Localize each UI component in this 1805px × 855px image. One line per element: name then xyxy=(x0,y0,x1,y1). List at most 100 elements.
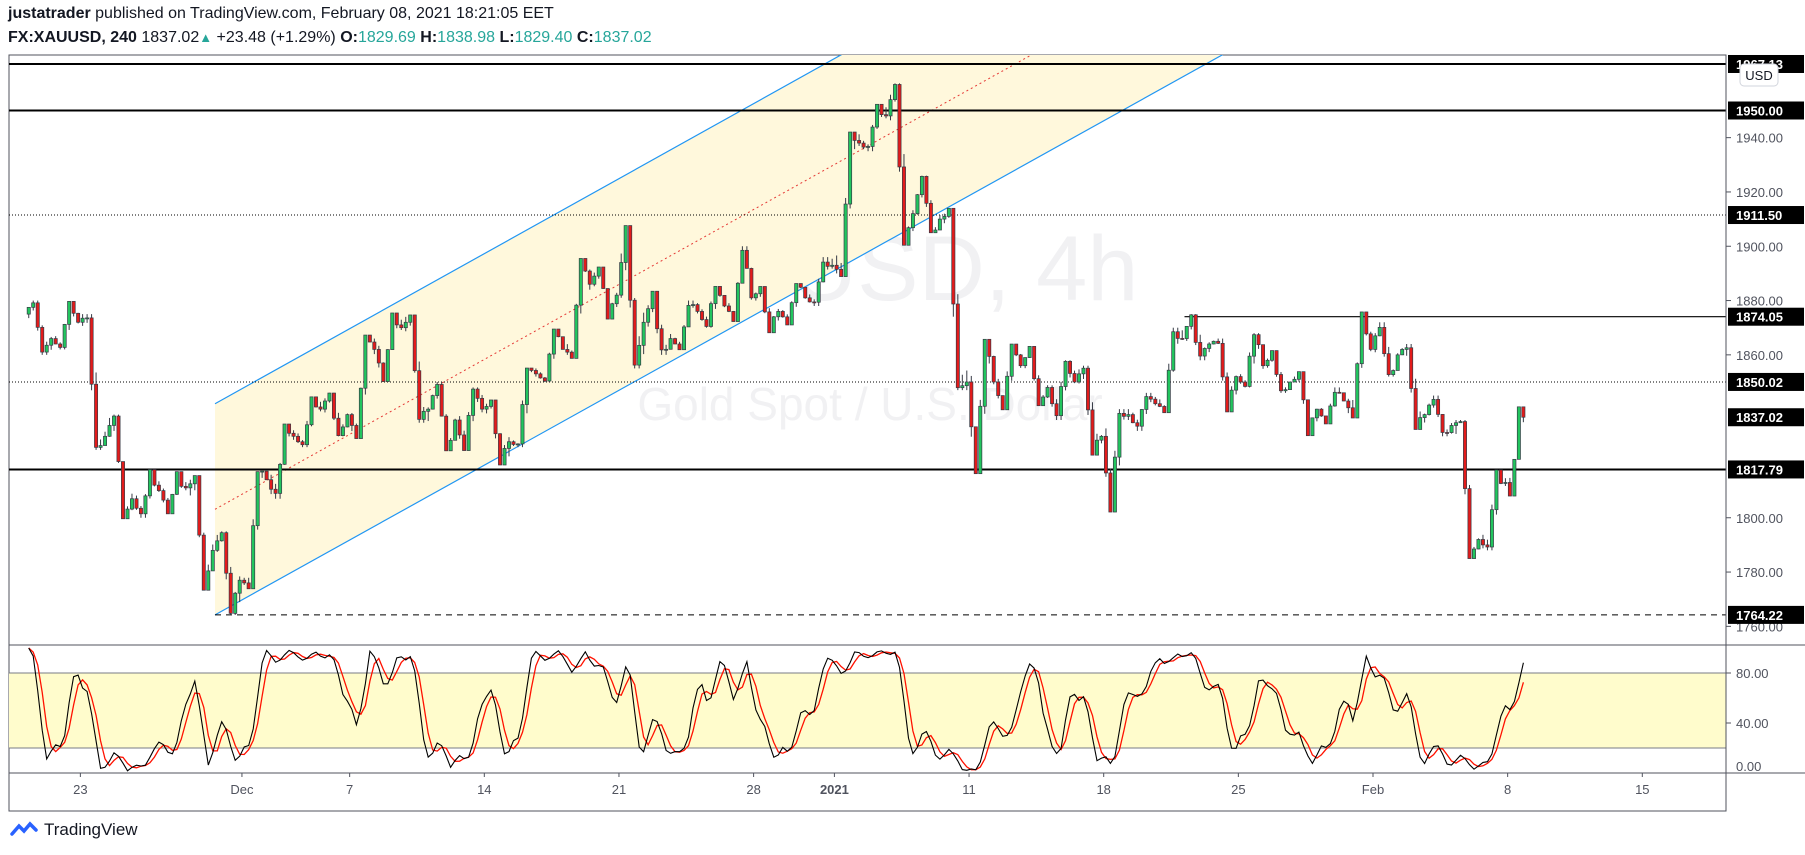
candle-down[interactable] xyxy=(300,441,305,446)
candle-up[interactable] xyxy=(1373,335,1378,350)
candle-up[interactable] xyxy=(964,381,969,387)
candle-down[interactable] xyxy=(94,383,99,448)
candle-up[interactable] xyxy=(233,592,238,614)
candle-up[interactable] xyxy=(489,399,493,407)
candle-up[interactable] xyxy=(174,471,179,495)
candle-down[interactable] xyxy=(812,301,817,304)
candle-up[interactable] xyxy=(403,321,408,329)
candle-down[interactable] xyxy=(1382,327,1387,355)
candle-up[interactable] xyxy=(237,579,242,594)
candle-up[interactable] xyxy=(942,216,947,220)
candle-down[interactable] xyxy=(1130,414,1135,424)
candle-down[interactable] xyxy=(1050,387,1055,405)
candle-down[interactable] xyxy=(89,317,94,385)
candle-up[interactable] xyxy=(1081,367,1086,375)
candle-down[interactable] xyxy=(996,381,1001,396)
candle-down[interactable] xyxy=(722,295,727,307)
candle-down[interactable] xyxy=(152,469,157,486)
candle-down[interactable] xyxy=(498,433,502,466)
candle-down[interactable] xyxy=(1135,422,1140,427)
candle-down[interactable] xyxy=(1279,374,1283,392)
candle-down[interactable] xyxy=(700,311,704,320)
candle-up[interactable] xyxy=(1332,391,1337,407)
candle-up[interactable] xyxy=(771,316,776,334)
candle-up[interactable] xyxy=(1234,376,1239,391)
candle-up[interactable] xyxy=(260,470,265,473)
candle-down[interactable] xyxy=(273,488,278,494)
candle-up[interactable] xyxy=(309,396,314,426)
candle-down[interactable] xyxy=(134,498,139,509)
candle-down[interactable] xyxy=(628,225,633,301)
candle-up[interactable] xyxy=(1494,469,1499,511)
candle-up[interactable] xyxy=(112,415,116,426)
candle-down[interactable] xyxy=(1036,378,1041,407)
candle-up[interactable] xyxy=(484,406,489,410)
candle-up[interactable] xyxy=(709,303,713,327)
candle-down[interactable] xyxy=(1121,412,1126,417)
candle-up[interactable] xyxy=(946,207,951,217)
candle-down[interactable] xyxy=(444,415,449,452)
symbol-name[interactable]: FX:XAUUSD, 240 xyxy=(8,29,137,46)
candle-down[interactable] xyxy=(480,397,485,410)
candle-down[interactable] xyxy=(807,297,812,303)
candle-up[interactable] xyxy=(26,306,31,315)
candle-up[interactable] xyxy=(982,338,987,407)
candle-up[interactable] xyxy=(1270,350,1274,361)
candle-up[interactable] xyxy=(596,266,601,277)
candle-up[interactable] xyxy=(1005,375,1010,411)
candle-down[interactable] xyxy=(1485,544,1490,548)
candle-up[interactable] xyxy=(1310,417,1315,437)
candle-down[interactable] xyxy=(560,336,565,350)
candle-down[interactable] xyxy=(884,114,888,117)
candle-up[interactable] xyxy=(1027,346,1032,358)
candle-down[interactable] xyxy=(1090,409,1095,456)
candle-down[interactable] xyxy=(1108,472,1113,513)
candle-down[interactable] xyxy=(1467,488,1472,559)
candle-down[interactable] xyxy=(457,419,462,436)
candle-up[interactable] xyxy=(619,262,624,296)
candle-up[interactable] xyxy=(408,314,413,323)
candle-down[interactable] xyxy=(332,392,336,419)
candle-up[interactable] xyxy=(906,227,911,246)
candle-up[interactable] xyxy=(910,213,915,229)
candle-up[interactable] xyxy=(821,261,826,283)
author-name[interactable]: justatrader xyxy=(8,5,91,22)
candle-down[interactable] xyxy=(417,370,422,420)
candle-up[interactable] xyxy=(1400,349,1405,356)
candle-down[interactable] xyxy=(538,373,543,379)
candle-down[interactable] xyxy=(183,485,188,489)
candle-up[interactable] xyxy=(646,308,651,323)
candle-up[interactable] xyxy=(641,321,646,346)
candle-up[interactable] xyxy=(1112,456,1117,513)
candle-up[interactable] xyxy=(713,286,718,305)
candle-up[interactable] xyxy=(578,258,583,306)
candle-down[interactable] xyxy=(287,423,292,434)
candle-down[interactable] xyxy=(1086,367,1090,411)
candle-down[interactable] xyxy=(655,290,660,330)
candle-up[interactable] xyxy=(893,84,897,100)
candle-up[interactable] xyxy=(614,294,619,305)
candle-up[interactable] xyxy=(1063,360,1068,387)
candle-down[interactable] xyxy=(412,314,417,372)
candle-down[interactable] xyxy=(798,283,803,288)
candle-down[interactable] xyxy=(879,103,884,115)
candle-down[interactable] xyxy=(156,484,161,491)
candle-up[interactable] xyxy=(1283,389,1288,392)
candle-down[interactable] xyxy=(659,328,664,351)
candle-up[interactable] xyxy=(31,302,36,308)
candle-up[interactable] xyxy=(668,338,673,350)
candle-down[interactable] xyxy=(726,305,731,312)
candle-down[interactable] xyxy=(1014,343,1019,356)
candle-down[interactable] xyxy=(228,572,233,614)
candle-up[interactable] xyxy=(637,344,642,366)
candle-down[interactable] xyxy=(1054,403,1059,417)
candle-down[interactable] xyxy=(1346,400,1351,409)
candle-down[interactable] xyxy=(1018,354,1023,367)
candle-up[interactable] xyxy=(1184,325,1189,339)
candle-up[interactable] xyxy=(1041,396,1046,407)
candle-down[interactable] xyxy=(511,441,516,445)
candle-up[interactable] xyxy=(327,392,332,402)
candle-up[interactable] xyxy=(358,387,363,439)
candle-down[interactable] xyxy=(924,175,929,204)
candle-up[interactable] xyxy=(1045,387,1050,398)
